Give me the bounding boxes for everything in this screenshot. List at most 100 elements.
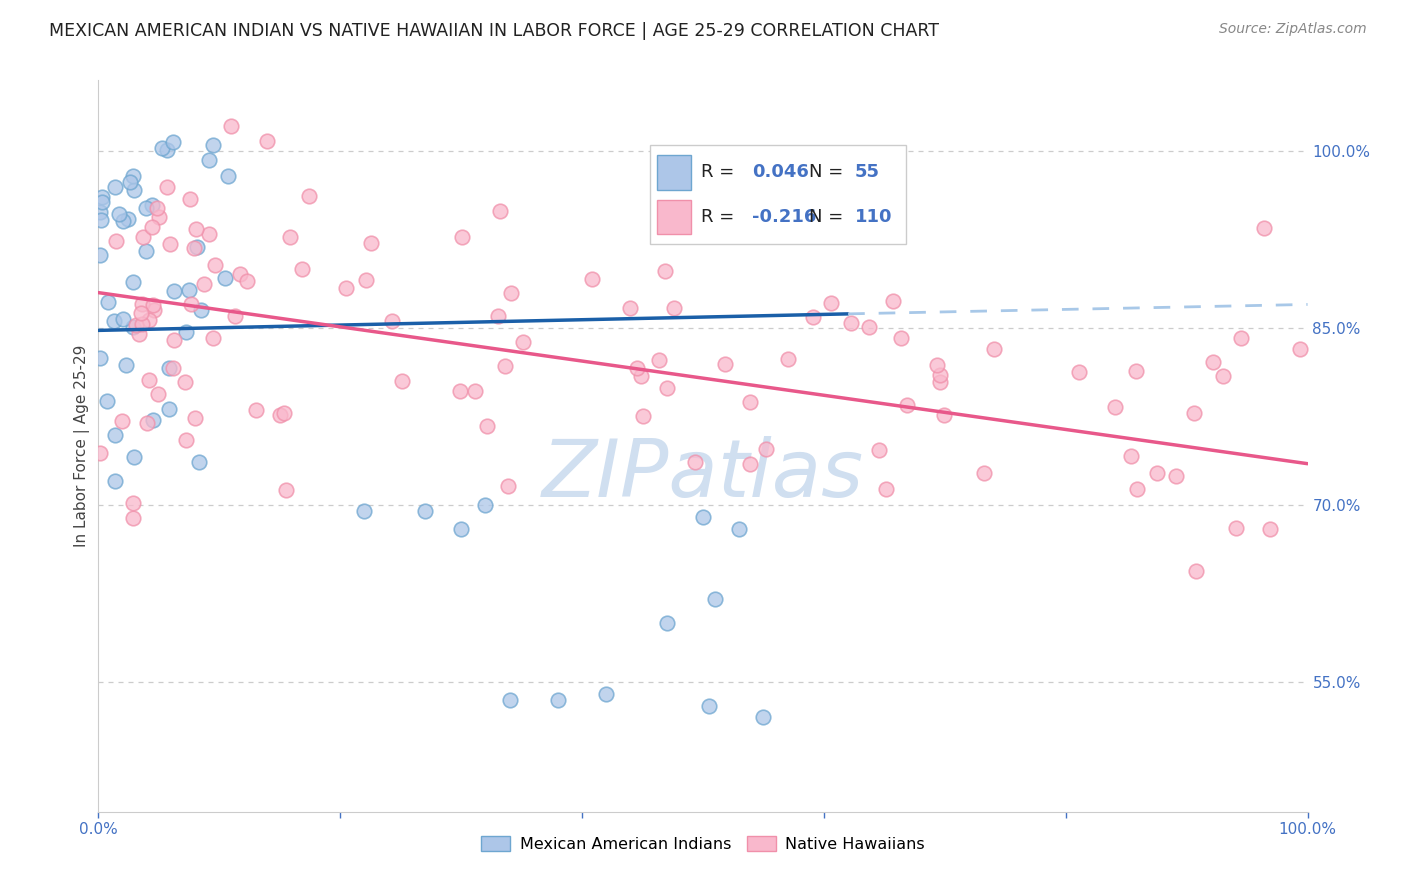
Point (159, 237, 181, 252)
Point (450, 522, 472, 536)
Point (876, 482, 898, 496)
Point (89, 247, 111, 261)
Point (122, 320, 145, 334)
Point (104, 474, 127, 488)
Point (890, 331, 912, 345)
Point (198, 153, 221, 168)
Point (685, 455, 707, 469)
Point (662, 301, 685, 316)
Text: 110: 110 (855, 208, 891, 226)
Point (156, 143, 179, 157)
Point (657, 145, 679, 160)
Point (278, 229, 301, 244)
Point (104, 180, 127, 194)
Point (841, 316, 863, 330)
Point (820, 296, 842, 310)
Point (1069, 365, 1091, 379)
Point (122, 511, 145, 525)
Point (1253, 221, 1275, 235)
Point (146, 202, 169, 216)
Point (131, 229, 153, 244)
Point (157, 361, 180, 376)
Point (236, 274, 259, 288)
Point (91, 195, 114, 210)
Point (858, 320, 880, 334)
Point (273, 406, 295, 420)
Point (141, 198, 163, 212)
Point (148, 210, 170, 224)
Point (692, 509, 714, 524)
Text: N =: N = (808, 208, 848, 226)
Point (146, 387, 169, 401)
Point (112, 213, 135, 227)
Point (111, 414, 134, 428)
Point (1230, 330, 1253, 344)
Point (738, 394, 761, 409)
Point (91, 190, 114, 204)
Point (973, 466, 995, 480)
Point (138, 312, 160, 326)
Point (188, 455, 211, 469)
Point (413, 504, 436, 518)
Point (131, 297, 153, 311)
Point (128, 326, 150, 341)
Point (142, 413, 165, 427)
Point (173, 375, 195, 389)
Point (142, 302, 165, 317)
Point (932, 408, 955, 422)
Point (162, 361, 184, 376)
Point (138, 373, 160, 387)
Point (595, 687, 617, 701)
Point (496, 479, 519, 493)
Point (486, 309, 509, 323)
Point (229, 267, 252, 281)
Point (631, 409, 654, 423)
Point (488, 203, 510, 218)
Point (547, 692, 569, 706)
Point (474, 498, 496, 512)
Point (163, 285, 186, 299)
Point (512, 335, 534, 350)
Point (184, 221, 207, 235)
Point (193, 277, 215, 291)
Point (124, 450, 146, 465)
Point (704, 592, 727, 607)
Point (1258, 522, 1281, 536)
Point (156, 180, 179, 194)
Point (117, 211, 139, 226)
Point (162, 135, 184, 149)
Point (121, 496, 143, 510)
Point (201, 331, 224, 345)
Point (655, 381, 678, 395)
Point (630, 368, 652, 383)
Point (360, 235, 382, 250)
Point (801, 310, 824, 324)
Text: 55: 55 (855, 163, 880, 181)
Point (103, 314, 125, 328)
Point (179, 284, 201, 298)
Point (353, 504, 375, 518)
Point (190, 303, 212, 318)
Point (115, 358, 138, 372)
Point (150, 141, 173, 155)
Point (89, 446, 111, 460)
Point (1164, 469, 1187, 483)
Point (697, 698, 720, 713)
Point (499, 285, 522, 300)
Point (451, 230, 474, 244)
Point (89, 205, 111, 219)
Bar (658, 200, 690, 235)
Point (122, 184, 145, 198)
Point (274, 483, 297, 497)
Text: Source: ZipAtlas.com: Source: ZipAtlas.com (1219, 22, 1367, 37)
Text: N =: N = (808, 163, 848, 181)
Point (96, 295, 118, 310)
Point (217, 169, 239, 183)
Point (752, 710, 775, 724)
Point (381, 314, 404, 328)
Point (104, 428, 127, 442)
Point (159, 402, 181, 417)
Point (1104, 401, 1126, 415)
Point (131, 317, 153, 331)
Point (298, 189, 321, 203)
